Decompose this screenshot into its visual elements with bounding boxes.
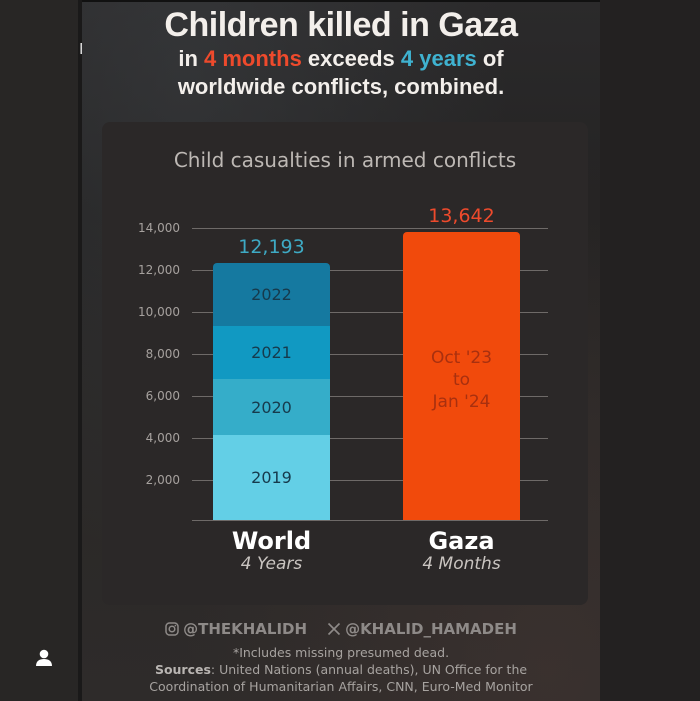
gaza-period-line3: Jan '24 [432, 392, 491, 412]
social-handles: @THEKHALIDH @KHALID_HAMADEH [82, 620, 600, 638]
category-world-subtitle: 4 Years [240, 554, 303, 574]
world-bar: 2022 2021 2020 2019 [213, 263, 330, 520]
segment-2019: 2019 [213, 435, 330, 520]
subheadline-line2: worldwide conflicts, combined. [177, 74, 505, 99]
left-sidebar [0, 0, 80, 701]
y-tick: 8,000 [145, 347, 180, 361]
user-icon[interactable] [34, 648, 54, 668]
infographic-image: Children killed in Gaza in 4 months exce… [82, 2, 600, 701]
x-axis-baseline [192, 520, 548, 521]
y-tick: 10,000 [138, 305, 180, 319]
gaza-total-label: 13,642 [428, 205, 495, 227]
footnote: *Includes missing presumed dead. [232, 645, 450, 660]
x-handle: @KHALID_HAMADEH [327, 620, 517, 638]
left-divider [78, 0, 82, 701]
category-world: World [231, 527, 312, 555]
y-tick: 4,000 [145, 431, 180, 445]
gaza-period-line1: Oct '23 [430, 348, 493, 368]
gaza-bar: Oct '23 to Jan '24 [403, 232, 520, 520]
gridline-10000 [192, 312, 548, 313]
sources-line1: Sources: United Nations (annual deaths),… [154, 662, 528, 677]
segment-2021: 2021 [213, 326, 330, 379]
gridline-12000 [192, 270, 548, 271]
window-top-border [0, 0, 700, 2]
category-gaza-subtitle: 4 Months [422, 554, 501, 574]
segment-2022: 2022 [213, 263, 330, 326]
gridline-14000 [192, 228, 548, 229]
segment-2020: 2020 [213, 379, 330, 435]
gridline-8000 [192, 354, 548, 355]
x-icon [327, 622, 341, 636]
gridline-6000 [192, 396, 548, 397]
chart-title: Child casualties in armed conflicts [173, 148, 517, 172]
gridline-4000 [192, 438, 548, 439]
gaza-period-line2: to [452, 370, 471, 390]
subheadline: in 4 months exceeds 4 years of [178, 46, 504, 71]
y-tick: 6,000 [145, 389, 180, 403]
y-tick: 14,000 [138, 221, 180, 235]
y-tick: 2,000 [145, 473, 180, 487]
category-gaza: Gaza [428, 527, 495, 555]
chart-card: Child casualties in armed conflicts 14,0… [102, 122, 588, 605]
instagram-icon [165, 622, 179, 636]
sources-line2: Coordination of Humanitarian Affairs, CN… [149, 679, 533, 694]
y-tick: 12,000 [138, 263, 180, 277]
instagram-handle: @THEKHALIDH [165, 620, 307, 638]
highlight-4-months: 4 months [204, 46, 302, 71]
right-sidebar [600, 0, 700, 701]
world-total-label: 12,193 [238, 236, 305, 258]
highlight-4-years: 4 years [400, 46, 477, 71]
gridline-2000 [192, 480, 548, 481]
headline: Children killed in Gaza [164, 6, 518, 44]
